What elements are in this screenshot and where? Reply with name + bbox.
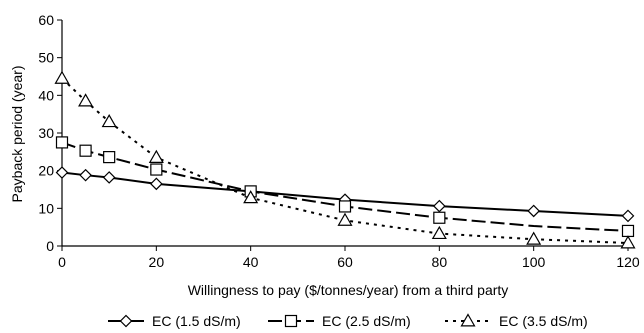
x-tick-label: 0 xyxy=(58,254,66,270)
series-1-point xyxy=(432,199,446,213)
series-2-point xyxy=(79,144,92,157)
series-1-point xyxy=(527,204,541,218)
series-1-point xyxy=(149,177,163,191)
legend-label-3: EC (3.5 dS/m) xyxy=(499,313,588,329)
x-tick-label: 120 xyxy=(616,254,640,270)
legend-marker-2 xyxy=(284,314,298,328)
series-1-point xyxy=(621,209,635,223)
legend-label-1: EC (1.5 dS/m) xyxy=(152,313,241,329)
y-tick-label: 40 xyxy=(38,87,54,103)
series-3-point xyxy=(148,149,164,163)
legend-marker-1 xyxy=(119,314,133,328)
legend-label-2: EC (2.5 dS/m) xyxy=(322,313,411,329)
series-2-point xyxy=(433,211,446,224)
series-2-point xyxy=(103,151,116,164)
y-tick-label: 0 xyxy=(46,238,54,254)
axes: 0 10 20 30 40 50 60 0 20 40 60 80 100 120 xyxy=(38,12,639,270)
y-tick-label: 10 xyxy=(38,200,54,216)
series-3-point xyxy=(526,231,542,245)
series-3-point xyxy=(337,212,353,226)
x-tick-label: 60 xyxy=(337,254,353,270)
series-1-point xyxy=(102,171,116,184)
y-tick-label: 30 xyxy=(38,125,54,141)
series-3-point xyxy=(101,113,117,128)
x-tick-label: 100 xyxy=(522,254,546,270)
series-1-point xyxy=(79,168,92,182)
x-tick-label: 80 xyxy=(432,254,448,270)
series-2-point xyxy=(621,224,635,238)
x-axis-title: Willingness to pay ($/tonnes/year) from … xyxy=(188,282,509,298)
series-3-point xyxy=(431,225,447,240)
y-axis-title: Payback period (year) xyxy=(9,66,25,203)
series-3-point xyxy=(243,190,259,204)
series-1-point xyxy=(55,166,69,179)
x-tick-label: 40 xyxy=(243,254,259,270)
series-3-point xyxy=(620,235,636,249)
y-tick-label: 20 xyxy=(38,163,54,179)
series-3-point xyxy=(78,93,94,107)
series-2-point xyxy=(338,200,352,213)
legend: EC (1.5 dS/m) EC (2.5 dS/m) EC (3.5 dS/m) xyxy=(108,313,588,329)
legend-marker-3 xyxy=(460,313,476,327)
series-2-point xyxy=(150,163,163,176)
y-tick-label: 60 xyxy=(38,12,54,28)
series-3-point xyxy=(54,70,70,84)
series-2-point xyxy=(55,136,69,149)
x-tick-label: 20 xyxy=(149,254,165,270)
y-tick-label: 50 xyxy=(38,50,54,66)
markers-layer xyxy=(54,70,636,249)
